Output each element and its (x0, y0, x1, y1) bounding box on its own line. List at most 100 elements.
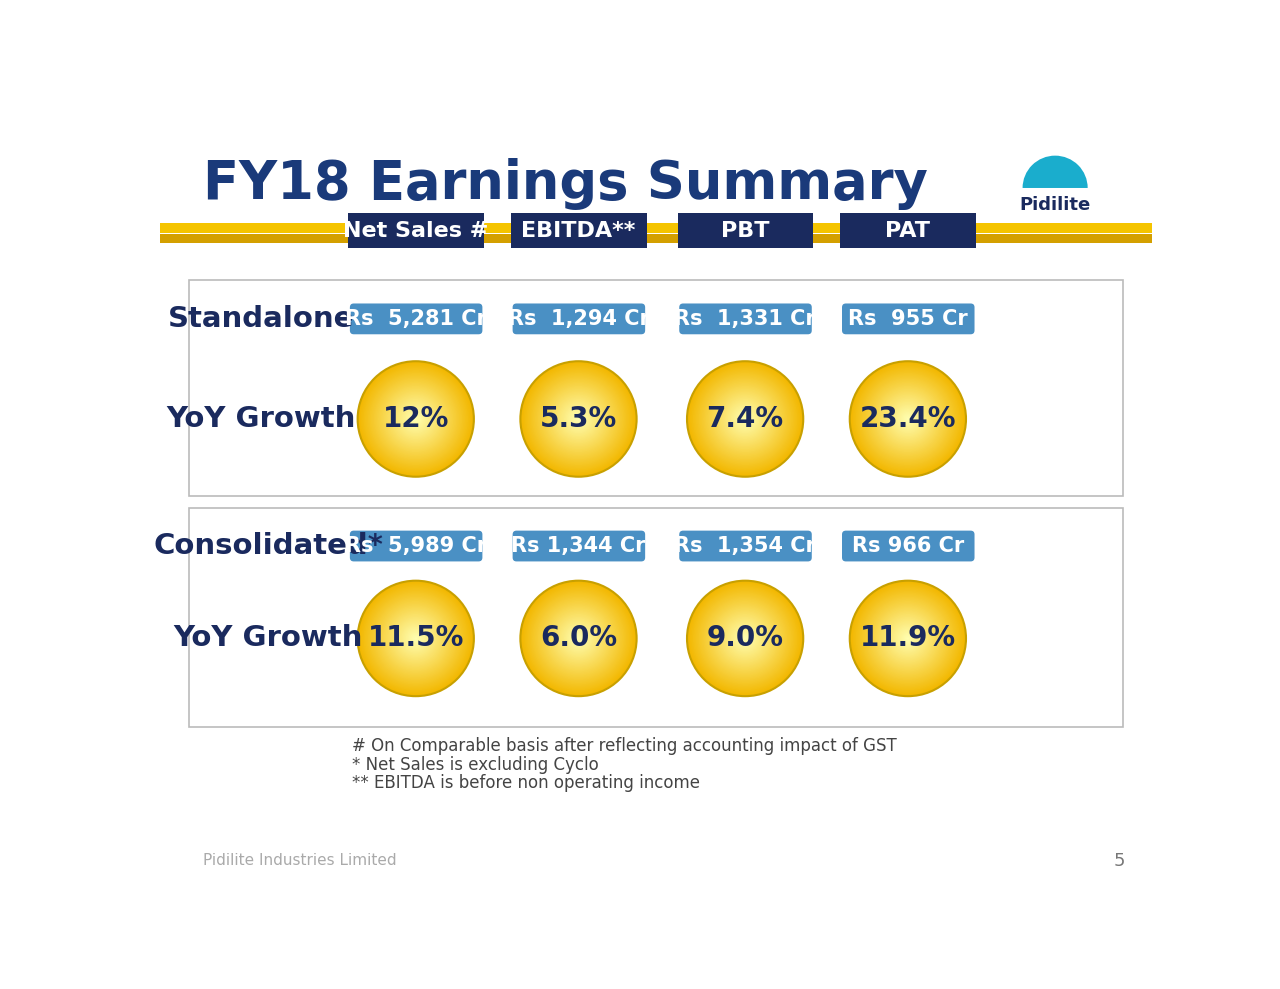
Ellipse shape (383, 605, 449, 672)
Ellipse shape (879, 390, 937, 448)
Ellipse shape (708, 382, 783, 457)
Ellipse shape (732, 406, 758, 432)
Ellipse shape (850, 581, 966, 696)
Ellipse shape (393, 615, 439, 662)
Ellipse shape (882, 612, 934, 665)
Ellipse shape (570, 410, 588, 427)
Ellipse shape (379, 383, 452, 455)
Ellipse shape (357, 361, 474, 477)
Ellipse shape (536, 596, 621, 680)
Ellipse shape (735, 628, 755, 649)
Ellipse shape (721, 614, 769, 663)
Ellipse shape (401, 405, 430, 433)
Ellipse shape (859, 589, 957, 687)
Ellipse shape (372, 376, 460, 462)
Ellipse shape (877, 389, 938, 449)
Ellipse shape (724, 399, 765, 439)
Ellipse shape (559, 620, 598, 658)
Ellipse shape (381, 603, 451, 674)
Ellipse shape (719, 612, 772, 665)
Ellipse shape (696, 370, 795, 468)
Ellipse shape (719, 393, 772, 445)
Ellipse shape (741, 634, 750, 643)
Ellipse shape (392, 614, 440, 663)
Text: 5.3%: 5.3% (540, 405, 617, 433)
Ellipse shape (561, 402, 596, 436)
Ellipse shape (408, 411, 422, 426)
Bar (841, 214, 977, 248)
Ellipse shape (397, 620, 435, 658)
Bar (160, 234, 1152, 243)
Ellipse shape (411, 414, 420, 423)
Ellipse shape (906, 637, 909, 640)
Ellipse shape (534, 374, 623, 464)
Ellipse shape (564, 405, 593, 433)
Ellipse shape (700, 374, 790, 464)
Ellipse shape (545, 386, 612, 452)
Ellipse shape (855, 586, 960, 690)
Text: Rs  5,989 Cr: Rs 5,989 Cr (344, 536, 486, 556)
Ellipse shape (548, 608, 609, 669)
Ellipse shape (404, 407, 428, 430)
Ellipse shape (863, 374, 952, 464)
Bar (189, 280, 1124, 495)
Ellipse shape (689, 363, 801, 476)
Ellipse shape (712, 386, 778, 452)
Ellipse shape (394, 398, 438, 441)
Ellipse shape (540, 601, 616, 675)
Ellipse shape (521, 581, 636, 696)
Text: Rs  1,354 Cr: Rs 1,354 Cr (675, 536, 817, 556)
Ellipse shape (378, 382, 453, 457)
Ellipse shape (687, 581, 804, 696)
Ellipse shape (385, 608, 447, 669)
Ellipse shape (714, 608, 776, 669)
Ellipse shape (550, 392, 607, 446)
Ellipse shape (901, 411, 915, 426)
Ellipse shape (557, 617, 600, 660)
Ellipse shape (899, 630, 916, 647)
Ellipse shape (525, 585, 632, 692)
Ellipse shape (865, 377, 950, 461)
Ellipse shape (378, 601, 453, 675)
Ellipse shape (407, 630, 425, 647)
Ellipse shape (892, 404, 924, 435)
Ellipse shape (529, 370, 628, 468)
Ellipse shape (388, 392, 443, 446)
Ellipse shape (883, 614, 933, 663)
Ellipse shape (691, 585, 799, 692)
Ellipse shape (689, 583, 801, 694)
FancyBboxPatch shape (349, 304, 483, 334)
Ellipse shape (861, 592, 955, 684)
Ellipse shape (364, 586, 468, 690)
Ellipse shape (530, 371, 626, 467)
Ellipse shape (567, 627, 590, 650)
Ellipse shape (873, 385, 943, 454)
Ellipse shape (374, 596, 458, 680)
Ellipse shape (874, 605, 941, 672)
Ellipse shape (530, 590, 626, 686)
Ellipse shape (413, 636, 419, 641)
Text: Rs  955 Cr: Rs 955 Cr (849, 309, 968, 329)
Ellipse shape (404, 627, 428, 650)
Ellipse shape (887, 618, 928, 659)
Ellipse shape (556, 615, 602, 662)
Ellipse shape (376, 599, 454, 677)
Ellipse shape (699, 373, 791, 465)
Ellipse shape (867, 379, 948, 460)
Text: 5: 5 (1114, 852, 1125, 870)
Ellipse shape (863, 593, 952, 683)
Ellipse shape (722, 396, 768, 442)
Ellipse shape (893, 405, 923, 433)
Ellipse shape (893, 624, 923, 653)
Ellipse shape (407, 410, 425, 427)
Ellipse shape (365, 587, 467, 689)
Ellipse shape (744, 637, 746, 640)
Ellipse shape (366, 370, 465, 468)
Ellipse shape (554, 395, 603, 443)
Ellipse shape (413, 416, 419, 422)
Text: 11.5%: 11.5% (367, 624, 463, 653)
Ellipse shape (367, 371, 463, 467)
Ellipse shape (890, 620, 927, 658)
Ellipse shape (722, 615, 768, 662)
Text: ** EBITDA is before non operating income: ** EBITDA is before non operating income (352, 774, 700, 792)
